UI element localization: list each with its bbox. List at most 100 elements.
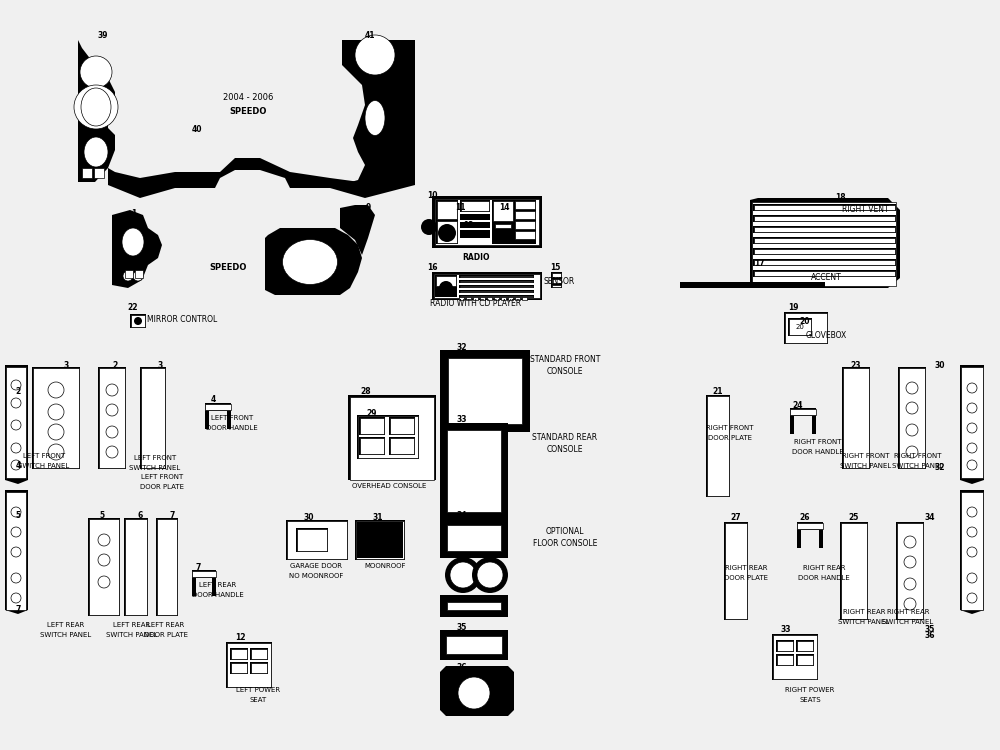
Text: 7: 7 [169, 511, 175, 520]
Bar [797, 641, 813, 651]
Text: 29: 29 [367, 409, 377, 418]
Circle shape [11, 507, 21, 517]
Bar [776, 654, 794, 666]
Circle shape [11, 460, 21, 470]
Text: SEATS: SEATS [799, 697, 821, 703]
Circle shape [133, 271, 143, 281]
Bar [459, 280, 534, 283]
Circle shape [74, 85, 118, 129]
Circle shape [11, 593, 21, 603]
Bar [754, 205, 895, 210]
Bar [350, 397, 434, 480]
Ellipse shape [81, 88, 111, 126]
Bar [754, 249, 895, 254]
Text: STANDARD FRONT: STANDARD FRONT [530, 356, 600, 364]
Circle shape [11, 420, 21, 430]
Bar [32, 367, 80, 469]
Text: 36: 36 [925, 631, 935, 640]
Text: 32: 32 [457, 343, 467, 352]
Circle shape [445, 557, 481, 593]
Bar [250, 662, 268, 674]
Circle shape [967, 593, 977, 603]
Bar [680, 282, 825, 288]
Bar [432, 272, 542, 300]
Bar [448, 358, 522, 424]
Text: 27: 27 [731, 514, 741, 523]
Bar [99, 368, 125, 468]
Bar [389, 417, 415, 435]
Bar [125, 519, 147, 615]
Bar [460, 296, 533, 297]
Bar [707, 396, 729, 496]
Bar [358, 416, 418, 458]
Bar [205, 404, 231, 410]
Text: DOOR HANDLE: DOOR HANDLE [798, 575, 850, 581]
Text: SWITCH PANEL: SWITCH PANEL [18, 463, 70, 469]
Text: 9: 9 [365, 203, 371, 212]
Bar [753, 226, 896, 233]
Text: 7: 7 [195, 563, 201, 572]
Text: 30: 30 [935, 361, 945, 370]
Bar [212, 578, 216, 596]
Bar [440, 595, 508, 617]
Bar [130, 314, 146, 328]
Bar [33, 368, 79, 468]
Bar [961, 367, 983, 478]
Text: 12: 12 [463, 220, 473, 230]
Bar [515, 211, 535, 219]
Bar [493, 201, 513, 221]
Text: NO MOONROOF: NO MOONROOF [289, 573, 343, 579]
Circle shape [967, 460, 977, 470]
Text: 21: 21 [713, 388, 723, 397]
Bar [797, 655, 813, 665]
Text: 7: 7 [15, 605, 21, 614]
Bar [797, 530, 801, 548]
Text: 31: 31 [373, 512, 383, 521]
Circle shape [123, 271, 133, 281]
Bar [447, 430, 501, 512]
Text: 2004 - 2006: 2004 - 2006 [223, 94, 273, 103]
Text: RIGHT FRONT: RIGHT FRONT [842, 453, 890, 459]
Bar [897, 523, 923, 619]
Text: LEFT FRONT: LEFT FRONT [211, 415, 253, 421]
Text: GARAGE DOOR: GARAGE DOOR [290, 563, 342, 569]
Circle shape [967, 547, 977, 557]
Ellipse shape [365, 100, 385, 136]
Circle shape [98, 554, 110, 566]
Bar [797, 522, 823, 530]
Circle shape [967, 573, 977, 583]
Text: RIGHT POWER: RIGHT POWER [785, 687, 835, 693]
Circle shape [438, 224, 456, 242]
Bar [459, 285, 534, 288]
Bar [94, 168, 104, 178]
Text: SPEEDO: SPEEDO [229, 106, 267, 116]
Bar [784, 312, 828, 344]
Circle shape [904, 598, 916, 610]
Text: 1: 1 [131, 209, 137, 218]
Circle shape [967, 423, 977, 433]
Circle shape [355, 35, 395, 75]
Circle shape [967, 527, 977, 537]
Text: RIGHT FRONT: RIGHT FRONT [894, 453, 942, 459]
Bar [435, 199, 539, 245]
Text: LEFT REAR: LEFT REAR [199, 582, 237, 588]
Bar [390, 418, 414, 434]
Bar [753, 237, 896, 244]
Text: 26: 26 [800, 514, 810, 523]
Text: 20: 20 [800, 317, 810, 326]
Bar [434, 274, 540, 298]
Bar [753, 259, 896, 266]
Text: 18: 18 [835, 193, 845, 202]
Bar [487, 297, 492, 300]
Bar [6, 367, 26, 478]
Text: LEFT REAR: LEFT REAR [113, 622, 151, 628]
Text: RIGHT REAR: RIGHT REAR [887, 609, 929, 615]
Circle shape [80, 56, 112, 88]
Bar [522, 297, 527, 300]
Bar [459, 297, 464, 300]
Circle shape [458, 677, 490, 709]
Bar [287, 521, 347, 559]
Circle shape [439, 281, 453, 295]
Text: ACCENT: ACCENT [811, 274, 841, 283]
Text: MIRROR CONTROL: MIRROR CONTROL [147, 316, 217, 325]
